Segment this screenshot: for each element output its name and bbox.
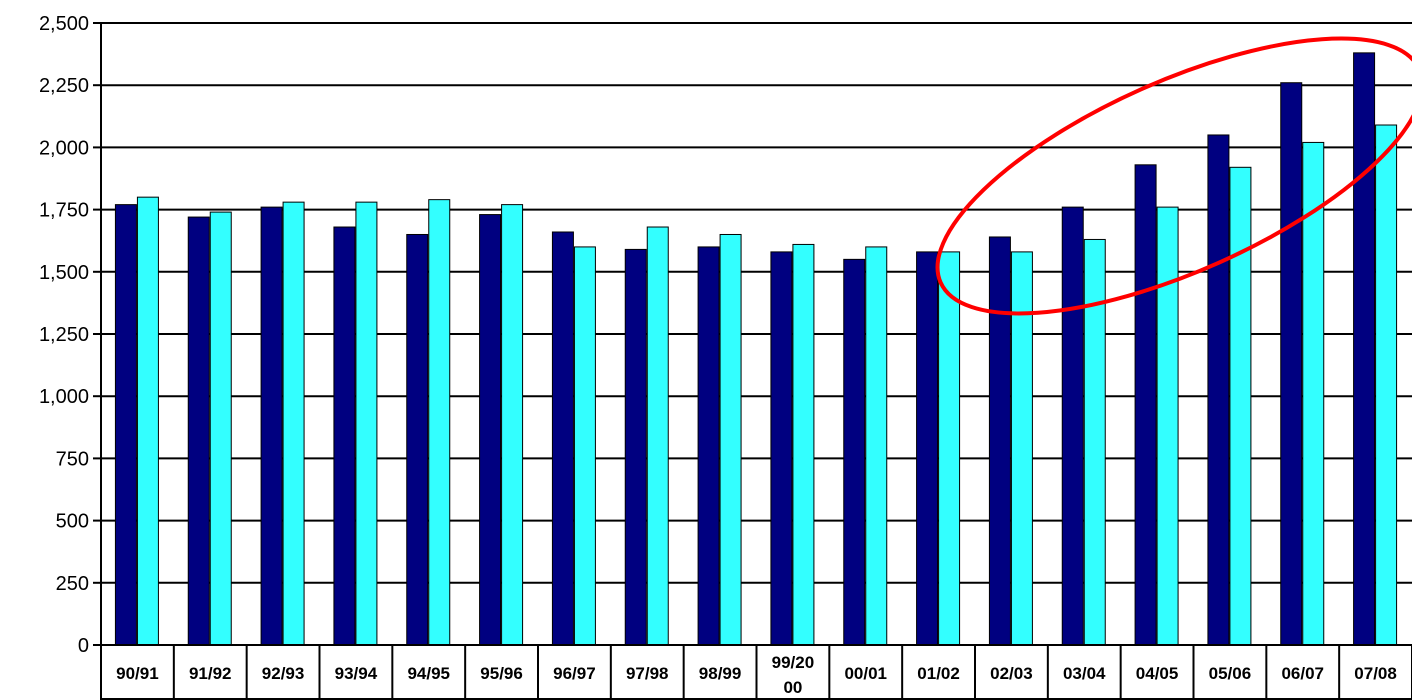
x-tick-label: 01/02 bbox=[917, 664, 960, 683]
x-tick-label: 00/01 bbox=[844, 664, 887, 683]
y-tick-label: 2,500 bbox=[39, 13, 89, 35]
y-axis-ticks: 0 250 500 750 1,000 1,250 1,500 1,750 2,000 2,250… bbox=[39, 13, 101, 657]
x-tick-label: 90/91 bbox=[116, 664, 159, 683]
y-tick-label: 1,750 bbox=[39, 200, 89, 222]
bar-series2-90/91 bbox=[136, 196, 159, 646]
y-tick-label: 1,250 bbox=[39, 324, 89, 346]
x-tick-label: 07/08 bbox=[1354, 664, 1397, 683]
bar-series1-92/93 bbox=[260, 206, 283, 646]
bar-series1-94/95 bbox=[406, 233, 429, 646]
bar-series2-07/08 bbox=[1375, 124, 1398, 646]
bar-series1-95/96 bbox=[479, 214, 502, 646]
y-tick-label: 500 bbox=[56, 511, 89, 533]
x-tick-label: 92/93 bbox=[262, 664, 305, 683]
x-tick-label: 05/06 bbox=[1209, 664, 1252, 683]
x-tick-label: 04/05 bbox=[1136, 664, 1179, 683]
bar-series1-06/07 bbox=[1280, 82, 1303, 646]
x-tick-label: 06/07 bbox=[1281, 664, 1324, 683]
x-tick-label-line: 00 bbox=[783, 678, 802, 697]
bar-series1-90/91 bbox=[114, 204, 137, 646]
x-axis-category-table: 90/91 91/92 92/93 93/94 94/95 95/96 96/97 97/98… bbox=[100, 645, 1412, 700]
bar-series2-91/92 bbox=[209, 211, 232, 646]
x-tick-label: 91/92 bbox=[189, 664, 232, 683]
x-tick-label: 02/03 bbox=[990, 664, 1033, 683]
bar-series1-05/06 bbox=[1207, 134, 1230, 646]
bar-series1-02/03 bbox=[988, 236, 1011, 646]
bar-series2-93/94 bbox=[355, 201, 378, 646]
gridlines bbox=[101, 22, 1412, 584]
bar-series1-00/01 bbox=[843, 258, 866, 646]
bar-series1-07/08 bbox=[1353, 52, 1376, 646]
bar-series1-03/04 bbox=[1061, 206, 1084, 646]
bar-series2-92/93 bbox=[282, 201, 305, 646]
bar-series2-00/01 bbox=[865, 246, 888, 646]
bar-series1-97/98 bbox=[624, 248, 647, 646]
x-tick-label: 99/20 00 bbox=[772, 653, 815, 697]
y-tick-label: 250 bbox=[56, 573, 89, 595]
y-tick-label: 2,250 bbox=[39, 75, 89, 97]
x-tick-label: 95/96 bbox=[480, 664, 523, 683]
y-tick-label: 1,000 bbox=[39, 386, 89, 408]
bar-series1-04/05 bbox=[1134, 164, 1157, 646]
y-tick-label: 750 bbox=[56, 448, 89, 470]
x-tick-label: 96/97 bbox=[553, 664, 596, 683]
x-tick-label: 03/04 bbox=[1063, 664, 1106, 683]
bar-series1-01/02 bbox=[916, 251, 939, 646]
bar-series2-03/04 bbox=[1083, 238, 1106, 646]
y-tick-label: 2,000 bbox=[39, 137, 89, 159]
bar-series2-94/95 bbox=[428, 199, 451, 646]
bar-series2-96/97 bbox=[573, 246, 596, 646]
bar-series1-91/92 bbox=[187, 216, 210, 646]
bar-series2-98/99 bbox=[719, 233, 742, 646]
bar-series1-96/97 bbox=[551, 231, 574, 646]
bar-series2-95/96 bbox=[501, 204, 524, 646]
y-tick-label: 0 bbox=[78, 635, 89, 657]
bar-series2-01/02 bbox=[938, 251, 961, 646]
x-tick-label: 97/98 bbox=[626, 664, 669, 683]
highlight-ellipse bbox=[935, 36, 1412, 316]
x-tick-label-line: 99/20 bbox=[772, 653, 815, 672]
x-tick-label: 98/99 bbox=[699, 664, 742, 683]
bar-series1-98/99 bbox=[697, 246, 720, 646]
bar-series2-05/06 bbox=[1229, 166, 1252, 646]
bar-series1-99/2000 bbox=[770, 251, 793, 646]
bar-series2-04/05 bbox=[1156, 206, 1179, 646]
bar-series1-93/94 bbox=[333, 226, 356, 646]
annotation bbox=[935, 36, 1412, 316]
bar-series2-99/2000 bbox=[792, 243, 815, 646]
bars bbox=[114, 52, 1398, 646]
bar-series2-02/03 bbox=[1010, 251, 1033, 646]
x-tick-label: 94/95 bbox=[407, 664, 450, 683]
bar-series2-97/98 bbox=[646, 226, 669, 646]
x-tick-label: 93/94 bbox=[335, 664, 378, 683]
y-tick-label: 1,500 bbox=[39, 262, 89, 284]
